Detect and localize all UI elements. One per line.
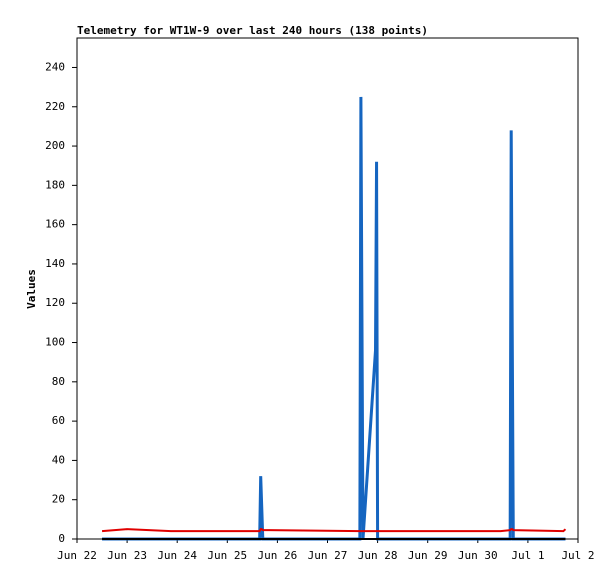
- y-tick-label: 0: [58, 532, 65, 545]
- y-tick-label: 80: [52, 375, 65, 388]
- y-tick-label: 200: [45, 139, 65, 152]
- y-tick-label: 240: [45, 60, 65, 73]
- y-tick-label: 120: [45, 296, 65, 309]
- series-line: [102, 96, 566, 541]
- y-tick-label: 180: [45, 178, 65, 191]
- x-tick-label: Jun 29: [408, 549, 448, 562]
- x-tick-label: Jun 26: [258, 549, 298, 562]
- x-tick-label: Jun 27: [308, 549, 348, 562]
- x-tick-label: Jun 30: [458, 549, 498, 562]
- x-tick-label: Jun 22: [57, 549, 97, 562]
- x-tick-label: Jun 23: [107, 549, 147, 562]
- y-tick-label: 140: [45, 257, 65, 270]
- y-tick-label: 100: [45, 336, 65, 349]
- y-tick-label: 160: [45, 218, 65, 231]
- chart-title: Telemetry for WT1W-9 over last 240 hours…: [77, 24, 428, 37]
- y-tick-label: 60: [52, 414, 65, 427]
- y-axis-label: Values: [25, 269, 38, 309]
- x-tick-label: Jun 28: [358, 549, 398, 562]
- series-line: [101, 528, 567, 533]
- plot-frame: [76, 37, 579, 540]
- y-tick-label: 220: [45, 100, 65, 113]
- x-tick-label: Jul 1: [511, 549, 544, 562]
- x-tick-label: Jun 25: [207, 549, 247, 562]
- x-tick-label: Jul 2: [561, 549, 594, 562]
- x-tick-label: Jun 24: [157, 549, 197, 562]
- y-tick-label: 20: [52, 493, 65, 506]
- y-tick-label: 40: [52, 453, 65, 466]
